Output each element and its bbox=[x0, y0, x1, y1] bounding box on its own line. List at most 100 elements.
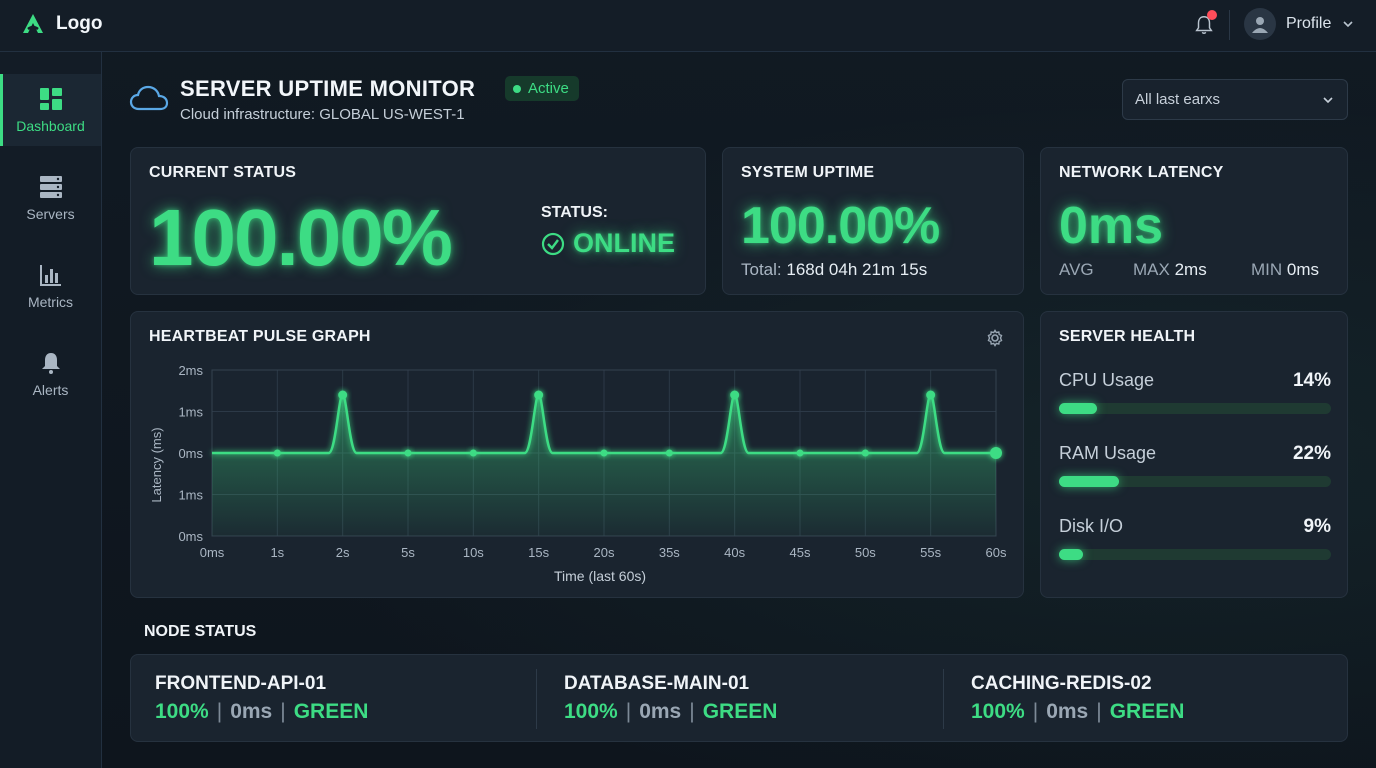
node-name: DATABASE-MAIN-01 bbox=[564, 673, 750, 694]
y-tick-label: 0ms bbox=[178, 446, 203, 461]
x-tick-label: 55s bbox=[920, 545, 941, 560]
spike-point bbox=[338, 390, 348, 400]
time-range-select[interactable]: All last earxs bbox=[1122, 79, 1348, 120]
progress-bar bbox=[1059, 476, 1331, 487]
node-status-card: FRONTEND-API-01 100% | 0ms | GREEN DATABASE-… bbox=[130, 654, 1348, 742]
card-title: SERVER HEALTH bbox=[1059, 328, 1196, 345]
check-circle-icon bbox=[541, 232, 565, 255]
profile-menu[interactable]: Profile bbox=[1244, 8, 1355, 40]
latency-min-label: MIN bbox=[1251, 260, 1283, 279]
separator: | bbox=[1032, 700, 1039, 723]
latency-min: MIN 0ms bbox=[1251, 260, 1319, 280]
card-title: SYSTEM UPTIME bbox=[741, 164, 875, 181]
health-label: Disk I/O bbox=[1059, 516, 1124, 536]
node-divider bbox=[536, 669, 537, 729]
notification-dot bbox=[1207, 10, 1217, 20]
node-uptime: 100% bbox=[564, 700, 618, 723]
sidebar-item-label: Metrics bbox=[27, 293, 74, 310]
node-stats: 100% | 0ms | GREEN bbox=[564, 700, 777, 724]
system-uptime-percent: 100.00% bbox=[741, 197, 940, 255]
profile-label: Profile bbox=[1286, 15, 1332, 32]
sidebar-item-label: Servers bbox=[26, 205, 75, 222]
server-health-card: SERVER HEALTH CPU Usage 14% RAM Usage 22… bbox=[1040, 311, 1348, 598]
data-point bbox=[861, 449, 869, 457]
x-tick-label: 0ms bbox=[200, 545, 225, 560]
heartbeat-area bbox=[212, 395, 996, 536]
current-status-card: CURRENT STATUS 100.00% STATUS: ONLINE bbox=[130, 147, 706, 295]
status-label: STATUS: bbox=[541, 204, 608, 221]
latency-avg: AVG bbox=[1059, 260, 1094, 280]
node-item[interactable]: DATABASE-MAIN-01 100% | 0ms | GREEN bbox=[564, 655, 944, 743]
node-state: GREEN bbox=[702, 700, 778, 723]
data-point bbox=[404, 449, 412, 457]
spike-point bbox=[730, 390, 740, 400]
latency-max: MAX 2ms bbox=[1133, 260, 1207, 280]
current-status-percent: 100.00% bbox=[149, 193, 453, 282]
sidebar-item-label: Alerts bbox=[32, 381, 69, 398]
node-item[interactable]: FRONTEND-API-01 100% | 0ms | GREEN bbox=[155, 655, 535, 743]
time-range-value: All last earxs bbox=[1135, 91, 1221, 108]
separator: | bbox=[689, 700, 695, 723]
data-point bbox=[469, 449, 477, 457]
sidebar-item-label: Dashboard bbox=[16, 117, 85, 134]
y-tick-label: 1ms bbox=[178, 488, 203, 503]
spike-point bbox=[926, 390, 936, 400]
divider bbox=[1229, 10, 1230, 40]
sidebar-item-servers[interactable]: Servers bbox=[0, 162, 101, 234]
sidebar-item-metrics[interactable]: Metrics bbox=[0, 250, 101, 322]
latency-max-label: MAX bbox=[1133, 260, 1170, 279]
latency-min-value: 0ms bbox=[1286, 260, 1320, 279]
servers-icon bbox=[39, 175, 62, 198]
user-icon bbox=[1252, 17, 1268, 33]
separator: | bbox=[216, 700, 223, 723]
page-title: SERVER UPTIME MONITOR bbox=[180, 76, 476, 101]
y-tick-label: 2ms bbox=[178, 363, 203, 378]
separator: | bbox=[1096, 700, 1102, 723]
system-uptime-card: SYSTEM UPTIME 100.00% Total: 168d 04h 21… bbox=[722, 147, 1024, 295]
x-tick-label: 5s bbox=[401, 545, 415, 560]
node-name: FRONTEND-API-01 bbox=[155, 673, 327, 694]
chevron-down-icon bbox=[1343, 21, 1353, 28]
cloud-icon bbox=[129, 85, 169, 111]
node-uptime: 100% bbox=[155, 700, 209, 723]
y-axis-label: Latency (ms) bbox=[149, 427, 164, 502]
health-row-cpu: CPU Usage 14% bbox=[1059, 370, 1331, 414]
top-bar: Logo Profile bbox=[0, 0, 1376, 52]
uptime-total: Total: 168d 04h 21m 15s bbox=[741, 260, 927, 280]
node-divider bbox=[943, 669, 944, 729]
sidebar-item-alerts[interactable]: Alerts bbox=[0, 338, 101, 410]
health-value: 14% bbox=[1292, 370, 1331, 391]
node-item[interactable]: CACHING-REDIS-02 100% | 0ms | GREEN bbox=[971, 655, 1341, 743]
chevron-down-icon bbox=[1323, 96, 1333, 103]
x-tick-label: 50s bbox=[855, 545, 876, 560]
data-point bbox=[796, 449, 804, 457]
status-value-text: ONLINE bbox=[573, 228, 676, 258]
data-point bbox=[990, 447, 1002, 459]
status-value: ONLINE bbox=[541, 228, 675, 259]
heartbeat-chart: 2ms 1ms 0ms 1ms 0ms 0ms 1s 2s 5s 10s 15s 20s 35s 40s… bbox=[149, 363, 1007, 584]
node-stats: 100% | 0ms | GREEN bbox=[971, 700, 1184, 724]
sidebar-item-dashboard[interactable]: Dashboard bbox=[0, 74, 101, 146]
network-latency-card: NETWORK LATENCY 0ms AVG MAX 2ms MIN 0ms bbox=[1040, 147, 1348, 295]
separator: | bbox=[625, 700, 632, 723]
dashboard-icon bbox=[39, 87, 62, 110]
status-dot bbox=[513, 84, 521, 93]
data-point bbox=[600, 449, 608, 457]
x-tick-label: 60s bbox=[986, 545, 1007, 560]
health-label: CPU Usage bbox=[1059, 370, 1155, 390]
status-badge: Active bbox=[505, 76, 579, 101]
sidebar: Dashboard Servers Metrics Alerts bbox=[0, 52, 102, 768]
node-latency: 0ms bbox=[1046, 700, 1089, 723]
uptime-total-label: Total: bbox=[741, 260, 782, 279]
logo-label: Logo bbox=[56, 13, 103, 34]
logo-icon bbox=[23, 14, 43, 33]
logo[interactable]: Logo bbox=[20, 12, 102, 36]
gear-icon[interactable] bbox=[986, 329, 1004, 347]
node-state: GREEN bbox=[1109, 700, 1185, 723]
node-name: CACHING-REDIS-02 bbox=[971, 673, 1152, 694]
metrics-icon bbox=[39, 264, 61, 286]
progress-bar bbox=[1059, 549, 1331, 560]
progress-fill bbox=[1059, 403, 1098, 414]
x-axis-ticks: 0ms 1s 2s 5s 10s 15s 20s 35s 40s 45s 50s 55s 60s bbox=[200, 545, 1007, 560]
avatar bbox=[1244, 8, 1276, 40]
